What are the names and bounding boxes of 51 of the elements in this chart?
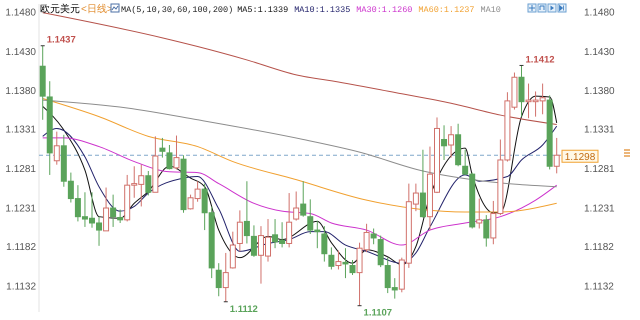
line-series (42, 96, 558, 266)
y2-tick-label: 1.1182 (584, 242, 614, 254)
y-tick-label: 1.1331 (5, 124, 36, 136)
candlestick (321, 226, 328, 262)
annotation: MA(5,10,30,60,100,200) (121, 5, 234, 15)
line-series (42, 12, 558, 126)
y2-tick-label: 1.1430 (584, 46, 616, 58)
line-series (42, 98, 558, 212)
y-tick-label: 1.1430 (5, 46, 36, 58)
candlestick (518, 64, 524, 118)
candlestick (222, 252, 229, 302)
candlestick (448, 126, 454, 158)
candlestick (476, 198, 482, 229)
candlestick (110, 194, 116, 228)
y2-tick-label: 1.1380 (584, 86, 616, 98)
candlestick (342, 248, 348, 279)
y-tick-label: 1.1182 (6, 242, 36, 254)
candlestick (455, 123, 462, 167)
line-series (42, 126, 558, 264)
candlestick (236, 210, 243, 252)
candlestick (483, 214, 490, 248)
text: MA5:1.1339 (237, 5, 288, 15)
annotation: 1.1437 (46, 34, 76, 46)
text: MA10:1.1335 (294, 5, 350, 15)
line-series (42, 100, 558, 188)
y-tick-label: 1.1281 (5, 164, 36, 176)
annotation: 1.1112 (230, 304, 258, 315)
candlestick (40, 45, 46, 120)
y-tick-label: 1.1380 (5, 86, 36, 98)
candlestick (46, 80, 53, 176)
y2-tick-label: 1.1480 (584, 7, 616, 18)
annotation: 1.1107 (364, 308, 392, 319)
annotation: 1.1412 (525, 54, 555, 66)
ref-line-label: 1.1298 (564, 152, 596, 164)
text: MA30:1.1260 (356, 5, 412, 15)
text: MA10 (480, 5, 501, 15)
candlestick (216, 262, 222, 297)
line-series (42, 137, 558, 246)
candlestick (244, 180, 250, 244)
y2-tick-label: 1.1331 (584, 124, 616, 136)
y2-tick-label: 1.1281 (584, 164, 616, 176)
y-tick-label: 1.1132 (6, 282, 36, 293)
chart-title: 欧元美元 (40, 3, 80, 15)
y-tick-label: 1.1231 (5, 204, 36, 215)
candlestick (370, 228, 377, 245)
candlestick (441, 124, 448, 160)
y2-tick-label: 1.1231 (584, 204, 616, 215)
y-tick-label: 1.1480 (5, 7, 36, 18)
candlestick (554, 137, 560, 174)
text: MA60:1.1237 (418, 5, 475, 15)
y2-tick-label: 1.1132 (584, 282, 614, 293)
